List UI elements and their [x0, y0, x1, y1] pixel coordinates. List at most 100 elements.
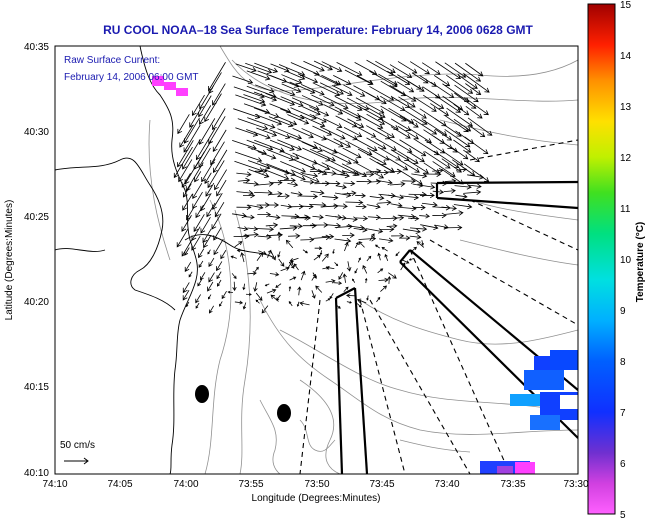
current-vector — [303, 179, 315, 185]
current-vector — [410, 246, 417, 253]
current-vector — [211, 213, 222, 230]
current-vector — [289, 223, 303, 229]
current-vector — [265, 202, 280, 208]
current-vector — [214, 202, 225, 218]
current-vector — [257, 151, 277, 160]
current-vector — [181, 215, 192, 232]
x-tick-label: 73:30 — [563, 479, 588, 490]
current-vector — [444, 62, 467, 78]
current-vector — [409, 226, 428, 232]
current-vector — [333, 138, 352, 148]
current-vector — [254, 139, 285, 153]
current-vector — [199, 85, 215, 110]
current-vector — [313, 82, 341, 97]
current-vector — [357, 171, 375, 177]
current-vector — [324, 118, 343, 129]
current-vector — [347, 118, 365, 128]
current-vector — [184, 247, 190, 256]
current-vector — [402, 228, 421, 234]
current-vector — [377, 199, 392, 206]
y-tick-label: 40:10 — [24, 468, 49, 479]
current-vector — [234, 241, 243, 248]
current-vector — [464, 97, 489, 116]
current-vector — [267, 249, 272, 258]
current-vector — [288, 286, 292, 292]
current-vector — [243, 214, 255, 220]
current-vector — [245, 62, 273, 74]
current-vector — [465, 62, 484, 77]
current-vector — [246, 85, 277, 99]
current-vector — [451, 147, 469, 160]
current-vector — [288, 300, 293, 307]
current-vector — [319, 82, 344, 95]
current-vector — [200, 216, 211, 234]
current-vector — [321, 61, 343, 73]
current-vector — [298, 215, 312, 221]
current-vector — [277, 193, 290, 199]
current-vector — [177, 140, 194, 168]
current-vector — [357, 257, 361, 263]
current-vector — [335, 172, 350, 179]
current-vector — [441, 168, 464, 185]
x-tick-label: 73:45 — [369, 479, 394, 490]
current-vector — [463, 163, 490, 183]
current-vector — [366, 137, 387, 150]
current-vector — [374, 244, 380, 249]
current-vector — [354, 268, 358, 274]
current-vector — [195, 294, 201, 304]
colorbar-ticks: 15 14 13 12 11 10 9 8 7 6 5 — [620, 0, 632, 519]
surface-current-vectors — [173, 59, 493, 314]
current-vector — [356, 298, 367, 304]
current-vector — [313, 141, 338, 154]
current-vector — [390, 126, 411, 139]
current-vector — [207, 249, 211, 255]
current-vector — [378, 73, 398, 86]
current-vector — [364, 277, 368, 284]
current-vector — [422, 86, 441, 99]
current-vector — [205, 182, 215, 197]
current-vector — [365, 92, 387, 105]
current-vector — [356, 162, 385, 179]
current-vector — [400, 262, 406, 271]
current-vector — [209, 305, 215, 314]
current-vector — [297, 286, 302, 296]
current-vector — [333, 281, 343, 286]
current-vector — [408, 215, 420, 222]
current-vector — [267, 83, 296, 97]
current-vector — [391, 215, 405, 221]
current-vector — [454, 62, 482, 82]
current-vector — [322, 194, 339, 201]
current-vector — [227, 290, 233, 294]
current-vector — [413, 138, 440, 156]
y-axis-label: Latitude (Degrees:Minutes) — [4, 200, 15, 321]
current-vector — [199, 105, 212, 125]
current-vector — [247, 117, 276, 129]
current-vector — [387, 275, 392, 284]
current-vector — [310, 189, 325, 196]
current-vector — [240, 252, 245, 263]
current-vector — [200, 193, 212, 212]
current-vector — [379, 237, 394, 244]
current-vector — [254, 114, 283, 126]
current-vector — [325, 298, 331, 302]
current-vector — [269, 272, 280, 277]
current-vector — [321, 253, 329, 262]
current-vector — [280, 161, 306, 173]
current-vector — [402, 259, 410, 264]
current-vector — [342, 273, 347, 283]
current-vector — [287, 114, 310, 125]
current-vector — [300, 203, 314, 210]
current-vector — [323, 104, 344, 115]
colorbar-tick-label: 6 — [620, 459, 626, 470]
colorbar-tick-label: 13 — [620, 102, 632, 113]
current-vector — [270, 63, 290, 73]
current-vector — [287, 233, 301, 239]
current-vector — [408, 151, 425, 163]
current-vector — [332, 249, 335, 254]
current-vector — [278, 258, 285, 267]
current-vector — [444, 178, 457, 184]
current-vector — [390, 118, 412, 131]
current-vector — [367, 107, 386, 118]
current-vector — [430, 81, 455, 98]
current-vector — [269, 139, 295, 151]
